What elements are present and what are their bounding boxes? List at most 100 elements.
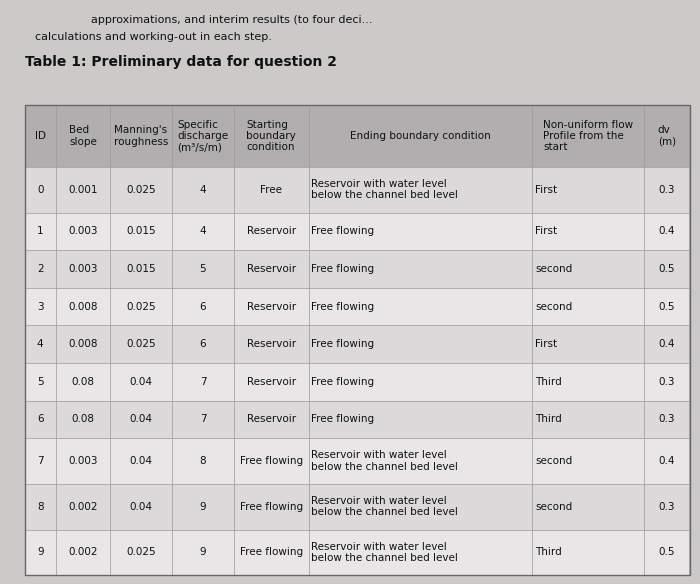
- Bar: [172, 484, 234, 530]
- Text: 9: 9: [199, 547, 206, 557]
- Text: 4: 4: [199, 185, 206, 194]
- Text: 9: 9: [199, 502, 206, 512]
- Bar: [644, 363, 690, 401]
- Bar: [172, 530, 234, 575]
- Bar: [56, 167, 110, 213]
- Text: 0.3: 0.3: [659, 185, 675, 194]
- Bar: [25, 530, 56, 575]
- Bar: [25, 250, 56, 288]
- Text: approximations, and interim results (to four deci...: approximations, and interim results (to …: [91, 15, 372, 25]
- Text: 2: 2: [37, 264, 43, 274]
- Text: 0.04: 0.04: [130, 415, 153, 425]
- Text: 7: 7: [37, 456, 43, 466]
- Text: Reservoir with water level
below the channel bed level: Reservoir with water level below the cha…: [312, 496, 458, 517]
- Bar: [172, 288, 234, 325]
- Text: 6: 6: [37, 415, 43, 425]
- Bar: [56, 105, 110, 167]
- Bar: [25, 484, 56, 530]
- Bar: [25, 288, 56, 325]
- Bar: [309, 438, 532, 484]
- Text: Free flowing: Free flowing: [312, 227, 374, 237]
- Bar: [110, 288, 172, 325]
- Text: second: second: [535, 264, 572, 274]
- Bar: [25, 438, 56, 484]
- Bar: [110, 325, 172, 363]
- Bar: [172, 105, 234, 167]
- Bar: [309, 250, 532, 288]
- Text: 0.015: 0.015: [126, 264, 155, 274]
- Text: Free flowing: Free flowing: [239, 502, 303, 512]
- Bar: [644, 484, 690, 530]
- Text: Reservoir: Reservoir: [246, 301, 296, 312]
- Bar: [110, 438, 172, 484]
- Text: ID: ID: [35, 131, 46, 141]
- Text: 0.04: 0.04: [130, 502, 153, 512]
- Bar: [234, 167, 309, 213]
- Bar: [532, 530, 644, 575]
- Bar: [172, 438, 234, 484]
- Bar: [532, 105, 644, 167]
- Bar: [56, 250, 110, 288]
- Bar: [110, 401, 172, 438]
- Text: 4: 4: [199, 227, 206, 237]
- Text: Free flowing: Free flowing: [312, 339, 374, 349]
- Bar: [644, 530, 690, 575]
- Text: Table 1: Preliminary data for question 2: Table 1: Preliminary data for question 2: [25, 55, 337, 69]
- Text: dv
(m): dv (m): [658, 126, 676, 147]
- Text: Reservoir with water level
below the channel bed level: Reservoir with water level below the cha…: [312, 179, 458, 200]
- Bar: [234, 325, 309, 363]
- Text: 0.04: 0.04: [130, 456, 153, 466]
- Bar: [234, 530, 309, 575]
- Text: Free: Free: [260, 185, 282, 194]
- Text: Reservoir with water level
below the channel bed level: Reservoir with water level below the cha…: [312, 450, 458, 472]
- Bar: [309, 530, 532, 575]
- Text: Ending boundary condition: Ending boundary condition: [350, 131, 491, 141]
- Text: 0.025: 0.025: [126, 301, 155, 312]
- Text: 0.04: 0.04: [130, 377, 153, 387]
- Bar: [25, 325, 56, 363]
- Bar: [234, 105, 309, 167]
- Text: Reservoir with water level
below the channel bed level: Reservoir with water level below the cha…: [312, 542, 458, 563]
- Text: First: First: [535, 185, 557, 194]
- Bar: [234, 288, 309, 325]
- Bar: [25, 105, 690, 575]
- Bar: [234, 484, 309, 530]
- Text: Free flowing: Free flowing: [312, 415, 374, 425]
- Bar: [172, 167, 234, 213]
- Bar: [234, 250, 309, 288]
- Bar: [532, 401, 644, 438]
- Bar: [644, 401, 690, 438]
- Text: First: First: [535, 227, 557, 237]
- Bar: [25, 213, 56, 250]
- Text: 0.025: 0.025: [126, 339, 155, 349]
- Bar: [309, 213, 532, 250]
- Text: Third: Third: [535, 377, 561, 387]
- Bar: [25, 167, 56, 213]
- Bar: [644, 250, 690, 288]
- Text: 0.003: 0.003: [68, 264, 97, 274]
- Bar: [25, 363, 56, 401]
- Bar: [25, 401, 56, 438]
- Text: 7: 7: [199, 377, 206, 387]
- Text: 0.003: 0.003: [68, 227, 97, 237]
- Text: Third: Third: [535, 415, 561, 425]
- Bar: [56, 484, 110, 530]
- Bar: [309, 105, 532, 167]
- Bar: [234, 363, 309, 401]
- Bar: [644, 438, 690, 484]
- Text: Free flowing: Free flowing: [239, 456, 303, 466]
- Text: 3: 3: [37, 301, 43, 312]
- Text: 0.5: 0.5: [659, 547, 675, 557]
- Bar: [532, 213, 644, 250]
- Text: Reservoir: Reservoir: [246, 227, 296, 237]
- Text: 0.3: 0.3: [659, 377, 675, 387]
- Bar: [644, 325, 690, 363]
- Text: Reservoir: Reservoir: [246, 339, 296, 349]
- Bar: [172, 213, 234, 250]
- Bar: [234, 401, 309, 438]
- Text: 5: 5: [37, 377, 43, 387]
- Bar: [25, 105, 56, 167]
- Bar: [56, 363, 110, 401]
- Text: 0.5: 0.5: [659, 301, 675, 312]
- Text: 0.002: 0.002: [68, 502, 97, 512]
